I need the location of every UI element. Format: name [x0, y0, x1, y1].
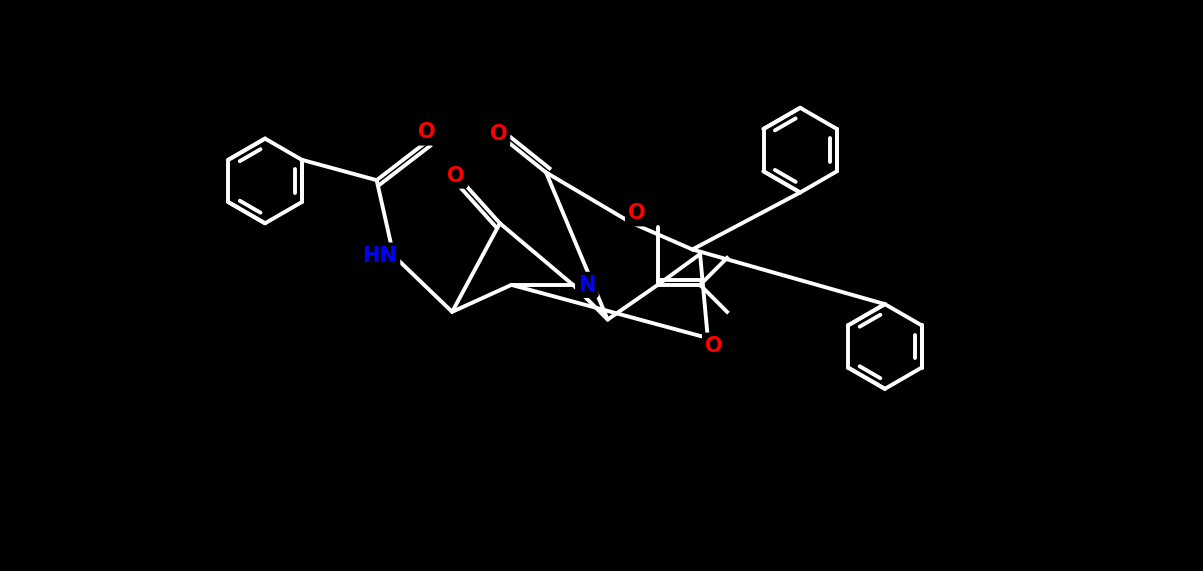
Text: O: O — [448, 166, 464, 186]
Text: N: N — [579, 275, 595, 295]
Text: O: O — [417, 122, 435, 142]
Text: O: O — [490, 124, 508, 144]
Text: HN: HN — [362, 246, 397, 266]
Text: O: O — [628, 203, 646, 223]
Text: O: O — [705, 336, 723, 356]
